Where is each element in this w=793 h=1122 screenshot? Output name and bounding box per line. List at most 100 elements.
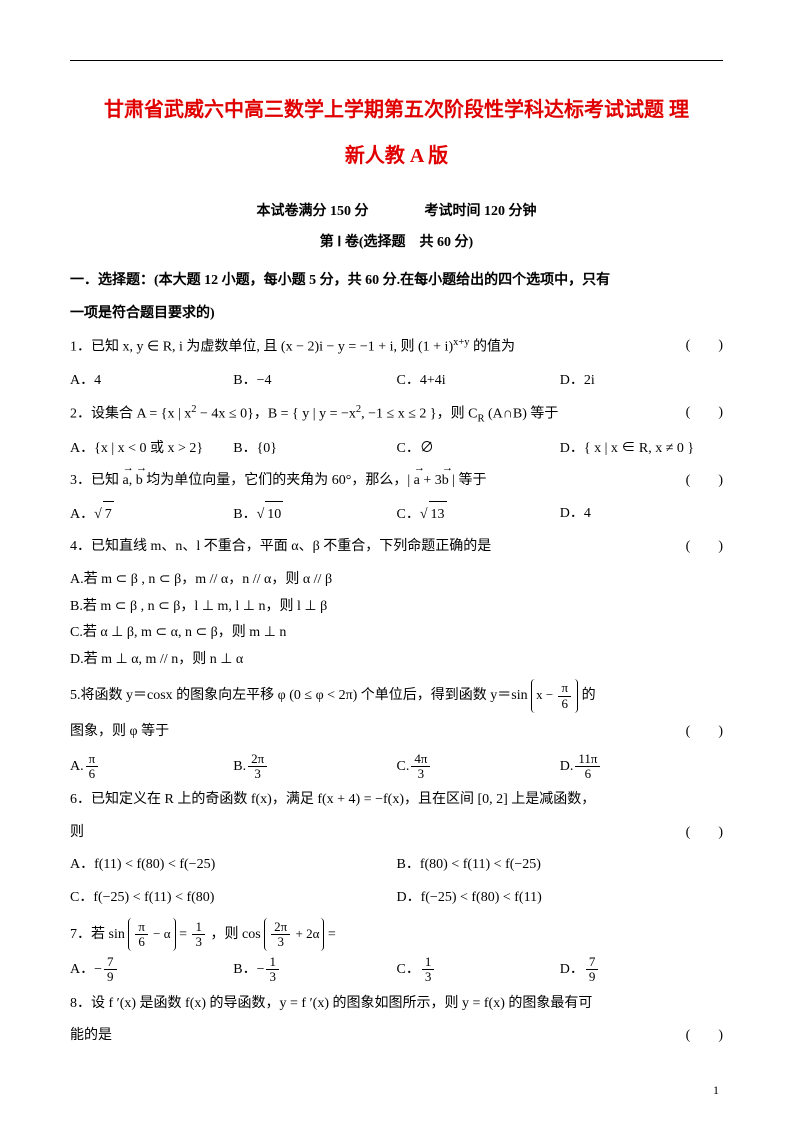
q4-opt-a: A.若 m ⊂ β , n ⊂ β，m // α，n // α，则 α // β (70, 567, 723, 594)
q5-opt-d: D.11π6 (560, 752, 723, 782)
top-rule (70, 60, 723, 61)
q2-stem-a: 2．设集合 A = {x | x (70, 407, 191, 422)
q6-line2: 则 (70, 825, 84, 840)
paren-box-icon: x − π6 (531, 679, 578, 713)
q1-opt-d: D．2i (560, 368, 723, 395)
q5-opt-b: B.2π3 (233, 752, 396, 782)
question-3: 3．已知 a, b 均为单位向量，它们的夹角为 60°，那么，| a + 3b … (70, 468, 723, 495)
q5-stem-a: 5.将函数 y＝cosx 的图象向左平移 φ (0 ≤ φ < 2π) 个单位后… (70, 688, 528, 703)
q7-eq: = (179, 927, 190, 942)
info-line: 本试卷满分 150 分 考试时间 120 分钟 (70, 199, 723, 226)
q6-options-row2: C．f(−25) < f(11) < f(80) D．f(−25) < f(80… (70, 885, 723, 912)
q2-opt-a: A．{x | x < 0 或 x > 2} (70, 436, 233, 463)
q2-opt-b: B．{0} (233, 436, 396, 463)
q1-options: A．4 B．−4 C．4+4i D．2i (70, 368, 723, 395)
question-1: 1．已知 x, y ∈ R, i 为虚数单位, 且 (x − 2)i − y =… (70, 333, 723, 361)
fraction: 13 (266, 955, 279, 985)
q2-stem-d: (A∩B) 等于 (484, 407, 558, 422)
vector-b-icon: b (442, 468, 449, 495)
q4-opt-c: C.若 α ⊥ β, m ⊂ α, n ⊂ β，则 m ⊥ n (70, 620, 723, 647)
q2-opt-d: D．{ x | x ∈ R, x ≠ 0 } (560, 436, 723, 463)
q1-stem-after: 的值为 (470, 340, 516, 355)
section-heading-2: 一项是符合题目要求的) (70, 301, 723, 328)
q3-stem-d: + 3 (420, 473, 442, 488)
q3-options: A．√7 B．√10 C．√13 D．4 (70, 501, 723, 529)
question-4: 4．已知直线 m、n、l 不重合，平面 α、β 不重合，下列命题正确的是 ( ) (70, 534, 723, 561)
question-2: 2．设集合 A = {x | x2 − 4x ≤ 0}，B = { y | y … (70, 400, 723, 429)
q3-opt-c: C．√13 (397, 501, 560, 529)
q3-stem-a: 3．已知 (70, 473, 123, 488)
q7-options: A．−79 B．−13 C．13 D．79 (70, 955, 723, 985)
answer-paren: ( ) (686, 534, 723, 561)
fraction: 79 (586, 955, 599, 985)
q3-opt-a: A．√7 (70, 501, 233, 529)
exam-title: 甘肃省武威六中高三数学上学期第五次阶段性学科达标考试试题 理 (70, 91, 723, 129)
q5-line2: 图象，则 φ 等于 (70, 724, 169, 739)
q7-end: = (328, 927, 336, 942)
section-heading-1: 一．选择题：(本大题 12 小题，每小题 5 分，共 60 分.在每小题给出的四… (70, 268, 723, 295)
q3-opt-d: D．4 (560, 501, 723, 529)
fraction: 2π3 (248, 752, 267, 782)
q8-line2: 能的是 (70, 1028, 112, 1043)
vector-b-icon: b (136, 468, 143, 495)
q7-opt-a: A．−79 (70, 955, 233, 985)
sqrt-icon: 7 (103, 501, 114, 529)
q1-stem: 1．已知 x, y ∈ R, i 为虚数单位, 且 (x − 2)i − y =… (70, 340, 453, 355)
paren-box-icon: 2π3 + 2α (264, 918, 324, 952)
question-6: 6．已知定义在 R 上的奇函数 f(x)，满足 f(x + 4) = −f(x)… (70, 787, 723, 814)
q6-opt-d: D．f(−25) < f(80) < f(11) (397, 885, 724, 912)
question-5: 5.将函数 y＝cosx 的图象向左平移 φ (0 ≤ φ < 2π) 个单位后… (70, 679, 723, 713)
question-8: 8．设 f ′(x) 是函数 f(x) 的导函数，y = f ′(x) 的图象如… (70, 991, 723, 1018)
q3-stem-c: 均为单位向量，它们的夹角为 60°，那么，| (143, 473, 414, 488)
q1-opt-b: B．−4 (233, 368, 396, 395)
q3-stem-e: | 等于 (449, 473, 487, 488)
q4-stem: 4．已知直线 m、n、l 不重合，平面 α、β 不重合，下列命题正确的是 (70, 539, 491, 554)
q5-opt-a: A.π6 (70, 752, 233, 782)
q6-opt-a: A．f(11) < f(80) < f(−25) (70, 852, 397, 879)
sqrt-icon: 10 (265, 501, 283, 529)
q2-options: A．{x | x < 0 或 x > 2} B．{0} C．∅ D．{ x | … (70, 436, 723, 463)
fraction: 11π6 (575, 752, 600, 782)
q7-opt-c: C．13 (397, 955, 560, 985)
answer-paren: ( ) (686, 333, 723, 360)
q3-opt-b: B．√10 (233, 501, 396, 529)
q1-opt-c: C．4+4i (397, 368, 560, 395)
fraction: 4π3 (411, 752, 430, 782)
q5-options: A.π6 B.2π3 C.4π3 D.11π6 (70, 752, 723, 782)
q2-stem-b: − 4x ≤ 0}，B = { y | y = −x (197, 407, 356, 422)
q2-opt-c: C．∅ (397, 436, 560, 463)
question-5-line2: 图象，则 φ 等于 ( ) (70, 719, 723, 746)
q6-opt-b: B．f(80) < f(11) < f(−25) (397, 852, 724, 879)
question-7: 7．若 sin π6 − α = 13 ，则 cos 2π3 + 2α = (70, 918, 723, 952)
part-line: 第 Ⅰ 卷(选择题 共 60 分) (70, 230, 723, 257)
vector-a-icon: a (414, 468, 420, 495)
q7-opt-d: D．79 (560, 955, 723, 985)
answer-paren: ( ) (686, 1023, 723, 1050)
answer-paren: ( ) (686, 468, 723, 495)
q6-options-row1: A．f(11) < f(80) < f(−25) B．f(80) < f(11)… (70, 852, 723, 879)
q3-stem-b: , (129, 473, 136, 488)
q4-opt-b: B.若 m ⊂ β , n ⊂ β，l ⊥ m, l ⊥ n，则 l ⊥ β (70, 594, 723, 621)
q7-mid2: ，则 cos (210, 927, 260, 942)
fraction: π6 (86, 752, 99, 782)
answer-paren: ( ) (686, 719, 723, 746)
q1-opt-a: A．4 (70, 368, 233, 395)
question-8-line2: 能的是 ( ) (70, 1023, 723, 1050)
q7-pre: 7．若 sin (70, 927, 125, 942)
fraction: 79 (104, 955, 117, 985)
paren-box-icon: π6 − α (128, 918, 175, 952)
q2-stem-c: , −1 ≤ x ≤ 2 }，则 C (361, 407, 477, 422)
exam-subtitle: 新人教 A 版 (70, 137, 723, 175)
fraction: 13 (192, 920, 205, 950)
answer-paren: ( ) (686, 820, 723, 847)
q1-exp: x+y (453, 337, 469, 348)
fraction: π6 (558, 681, 571, 711)
q4-opt-d: D.若 m ⊥ α, m // n，则 n ⊥ α (70, 647, 723, 674)
fraction: π6 (135, 920, 148, 950)
q7-opt-b: B．−13 (233, 955, 396, 985)
answer-paren: ( ) (686, 400, 723, 427)
question-6-line2: 则 ( ) (70, 820, 723, 847)
sqrt-icon: 13 (429, 501, 447, 529)
page-number: 1 (713, 1079, 719, 1102)
fraction: 13 (422, 955, 435, 985)
